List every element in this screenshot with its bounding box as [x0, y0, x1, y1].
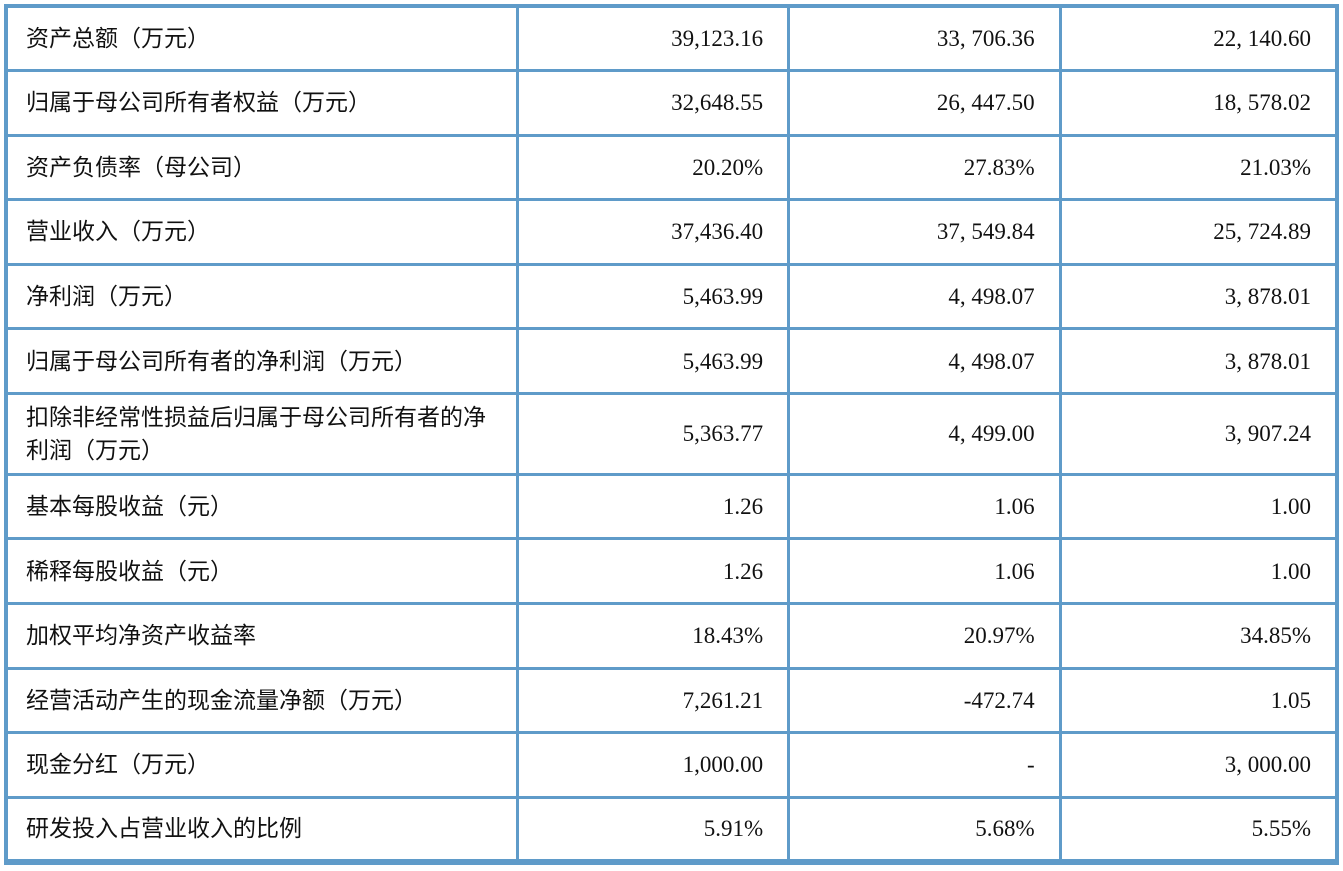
row-label: 资产负债率（母公司）: [4, 133, 519, 202]
row-value: 1,000.00: [515, 731, 791, 799]
table-row: 营业收入（万元） 37,436.40 37, 549.84 25, 724.89: [4, 198, 1339, 266]
row-value: -: [787, 731, 1062, 799]
row-value: 3, 000.00: [1058, 731, 1339, 799]
row-label: 稀释每股收益（元）: [4, 537, 519, 606]
row-value: 1.26: [515, 537, 791, 606]
table-row: 加权平均净资产收益率 18.43% 20.97% 34.85%: [4, 602, 1339, 670]
row-value: 1.00: [1058, 537, 1339, 606]
row-value: 1.05: [1058, 666, 1339, 735]
table-row: 归属于母公司所有者权益（万元） 32,648.55 26, 447.50 18,…: [4, 69, 1339, 137]
table-row: 基本每股收益（元） 1.26 1.06 1.00: [4, 472, 1339, 541]
row-value: 3, 878.01: [1058, 262, 1339, 331]
row-value: 21.03%: [1058, 133, 1339, 202]
row-value: 7,261.21: [515, 666, 791, 735]
row-label: 归属于母公司所有者的净利润（万元）: [4, 327, 519, 395]
row-label: 资产总额（万元）: [4, 4, 519, 73]
table-row: 扣除非经常性损益后归属于母公司所有者的净利润（万元） 5,363.77 4, 4…: [4, 391, 1339, 476]
row-value: 1.06: [787, 537, 1062, 606]
row-value: 1.06: [787, 472, 1062, 541]
row-value: 27.83%: [787, 133, 1062, 202]
row-value: 4, 498.07: [787, 327, 1062, 395]
row-label: 净利润（万元）: [4, 262, 519, 331]
row-value: 5.68%: [787, 795, 1062, 864]
table-row: 资产负债率（母公司） 20.20% 27.83% 21.03%: [4, 133, 1339, 202]
row-value: 5,463.99: [515, 262, 791, 331]
table-row: 资产总额（万元） 39,123.16 33, 706.36 22, 140.60: [4, 4, 1339, 73]
row-value: 18, 578.02: [1058, 69, 1339, 137]
table-row: 归属于母公司所有者的净利润（万元） 5,463.99 4, 498.07 3, …: [4, 327, 1339, 395]
row-label: 营业收入（万元）: [4, 198, 519, 266]
row-label: 加权平均净资产收益率: [4, 602, 519, 670]
row-value: 4, 499.00: [787, 391, 1062, 476]
row-value: 20.97%: [787, 602, 1062, 670]
row-value: -472.74: [787, 666, 1062, 735]
row-value: 4, 498.07: [787, 262, 1062, 331]
row-label: 基本每股收益（元）: [4, 472, 519, 541]
row-value: 1.00: [1058, 472, 1339, 541]
financial-indicators-table: 资产总额（万元） 39,123.16 33, 706.36 22, 140.60…: [4, 4, 1339, 865]
row-value: 25, 724.89: [1058, 198, 1339, 266]
row-value: 34.85%: [1058, 602, 1339, 670]
table-row: 经营活动产生的现金流量净额（万元） 7,261.21 -472.74 1.05: [4, 666, 1339, 735]
row-value: 32,648.55: [515, 69, 791, 137]
row-value: 18.43%: [515, 602, 791, 670]
row-value: 5,363.77: [515, 391, 791, 476]
row-value: 33, 706.36: [787, 4, 1062, 73]
row-value: 20.20%: [515, 133, 791, 202]
table-row: 净利润（万元） 5,463.99 4, 498.07 3, 878.01: [4, 262, 1339, 331]
table-row: 研发投入占营业收入的比例 5.91% 5.68% 5.55%: [4, 795, 1339, 864]
table-row: 现金分红（万元） 1,000.00 - 3, 000.00: [4, 731, 1339, 799]
row-label: 研发投入占营业收入的比例: [4, 795, 519, 864]
row-value: 37,436.40: [515, 198, 791, 266]
row-value: 26, 447.50: [787, 69, 1062, 137]
row-label: 归属于母公司所有者权益（万元）: [4, 69, 519, 137]
row-value: 22, 140.60: [1058, 4, 1339, 73]
row-value: 1.26: [515, 472, 791, 541]
row-value: 39,123.16: [515, 4, 791, 73]
row-label: 扣除非经常性损益后归属于母公司所有者的净利润（万元）: [4, 391, 519, 476]
table-row: 稀释每股收益（元） 1.26 1.06 1.00: [4, 537, 1339, 606]
row-value: 5,463.99: [515, 327, 791, 395]
row-value: 3, 878.01: [1058, 327, 1339, 395]
row-label: 现金分红（万元）: [4, 731, 519, 799]
row-value: 37, 549.84: [787, 198, 1062, 266]
row-value: 3, 907.24: [1058, 391, 1339, 476]
row-value: 5.91%: [515, 795, 791, 864]
financial-table-body: 资产总额（万元） 39,123.16 33, 706.36 22, 140.60…: [4, 4, 1339, 864]
row-value: 5.55%: [1058, 795, 1339, 864]
row-label: 经营活动产生的现金流量净额（万元）: [4, 666, 519, 735]
